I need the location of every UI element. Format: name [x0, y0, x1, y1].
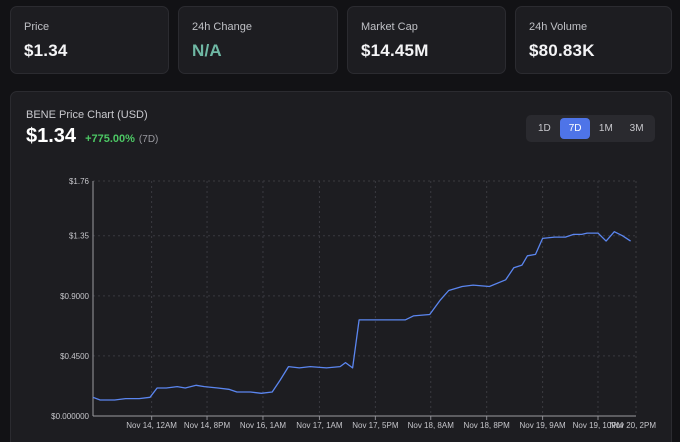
stat-label-market-cap: Market Cap: [361, 21, 418, 33]
x-tick-label: Nov 18, 8AM: [408, 421, 455, 430]
range-button-1m[interactable]: 1M: [598, 123, 613, 134]
price-series-line[interactable]: [92, 231, 631, 401]
price-change-percent: +775.00%: [85, 133, 135, 145]
x-tick-label: Nov 14, 8PM: [184, 421, 231, 430]
y-tick-label: $1.76: [69, 177, 90, 186]
price-summary: $1.34 +775.00% (7D): [26, 125, 158, 148]
chart-title: BENE Price Chart (USD): [26, 109, 148, 121]
stat-card-price: Price $1.34: [10, 6, 169, 74]
range-button-1d[interactable]: 1D: [537, 123, 551, 134]
current-price: $1.34: [26, 125, 77, 147]
price-chart-panel: BENE Price Chart (USD) $1.34 +775.00% (7…: [10, 91, 672, 442]
stat-label-price: Price: [24, 21, 50, 33]
y-tick-label: $1.35: [69, 232, 90, 241]
stat-value-market-cap: $14.45M: [361, 41, 429, 60]
range-button-7d[interactable]: 7D: [560, 118, 590, 139]
x-tick-label: Nov 20, 2PM: [610, 421, 657, 430]
y-tick-label: $0.000000: [51, 412, 89, 421]
x-tick-label: Nov 18, 8PM: [464, 421, 511, 430]
x-tick-label: Nov 16, 1AM: [240, 421, 287, 430]
stat-value-24h-volume: $80.83K: [529, 41, 595, 60]
stat-value-24h-change: N/A: [192, 41, 222, 60]
range-button-3m[interactable]: 3M: [629, 123, 644, 134]
time-range-selector: 1D 7D 1M 3M: [526, 115, 655, 142]
stat-label-24h-volume: 24h Volume: [529, 21, 588, 33]
stat-card-24h-volume: 24h Volume $80.83K: [515, 6, 672, 74]
stat-label-24h-change: 24h Change: [192, 21, 252, 33]
price-change-period: (7D): [138, 134, 159, 145]
x-tick-label: Nov 17, 1AM: [296, 421, 343, 430]
stat-value-price: $1.34: [24, 41, 68, 60]
y-tick-label: $0.4500: [60, 352, 89, 361]
x-tick-label: Nov 17, 5PM: [352, 421, 399, 430]
x-tick-label: Nov 19, 10PM: [573, 421, 624, 430]
y-tick-label: $0.9000: [60, 292, 89, 301]
x-tick-label: Nov 14, 12AM: [126, 421, 177, 430]
x-tick-label: Nov 19, 9AM: [519, 421, 566, 430]
stat-card-24h-change: 24h Change N/A: [178, 6, 338, 74]
stat-card-market-cap: Market Cap $14.45M: [347, 6, 506, 74]
